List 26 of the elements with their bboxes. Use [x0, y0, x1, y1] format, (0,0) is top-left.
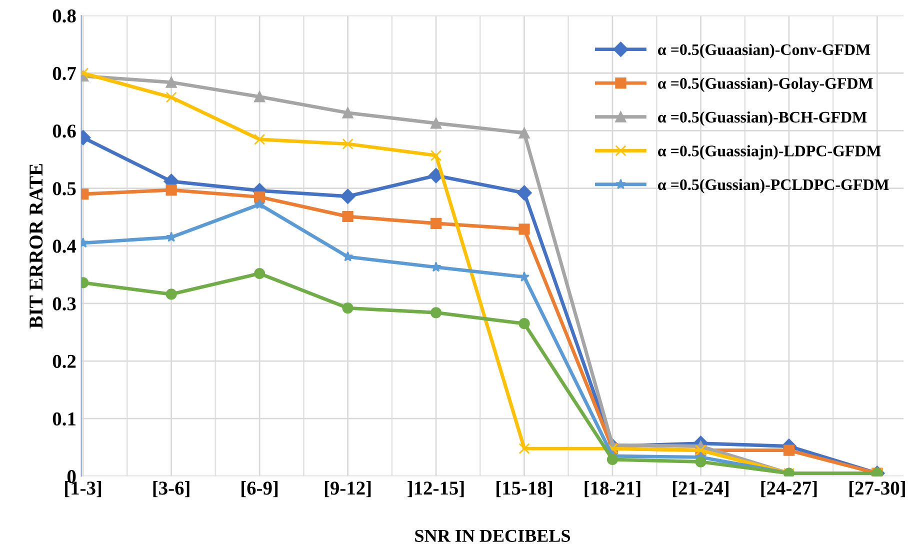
- x-tick-label: [18-21]: [584, 481, 640, 498]
- x-tick-label: [24-27]: [761, 481, 817, 498]
- x-tick-label: ]12-15]: [408, 481, 464, 498]
- x-tick-label: [9-12]: [324, 481, 371, 498]
- legend-label: α =0.5(Guaasian)-Conv-GFDM: [658, 44, 870, 58]
- legend-label: α =0.5(Guassian)-Golay-GFDM: [658, 78, 873, 92]
- x-tick-label: [21-24]: [673, 481, 728, 498]
- y-tick-label: 0.4: [52, 240, 76, 253]
- x-axis-title: SNR IN DECIBELS: [415, 530, 570, 542]
- legend-label: α =0.5(Gussian)-PCLDPC-GFDM: [658, 178, 889, 194]
- legend-label: α =0.5(Guassiajn)-LDPC-GFDM: [658, 145, 881, 160]
- y-tick-label: 0.5: [52, 182, 76, 196]
- y-axis-title: BIT ERROR RATE: [30, 164, 43, 328]
- y-tick-label: 0.7: [52, 66, 76, 80]
- y-tick-label: 0.6: [52, 124, 76, 138]
- x-tick-label: [1-3]: [65, 481, 102, 498]
- legend-label: α =0.5(Guassian)-BCH-GFDM: [658, 111, 867, 126]
- x-tick-label: [27-30]: [849, 481, 905, 498]
- x-tick-label: [3-6]: [153, 481, 190, 498]
- y-tick-label: 0.2: [52, 354, 76, 368]
- y-tick-label: 0.3: [52, 297, 76, 310]
- y-tick-label: 0: [67, 470, 76, 484]
- x-tick-label: [15-18]: [496, 481, 552, 498]
- y-tick-label: 0.1: [52, 412, 76, 426]
- y-tick-label: 0.8: [52, 9, 76, 23]
- x-tick-label: [6-9]: [242, 481, 278, 498]
